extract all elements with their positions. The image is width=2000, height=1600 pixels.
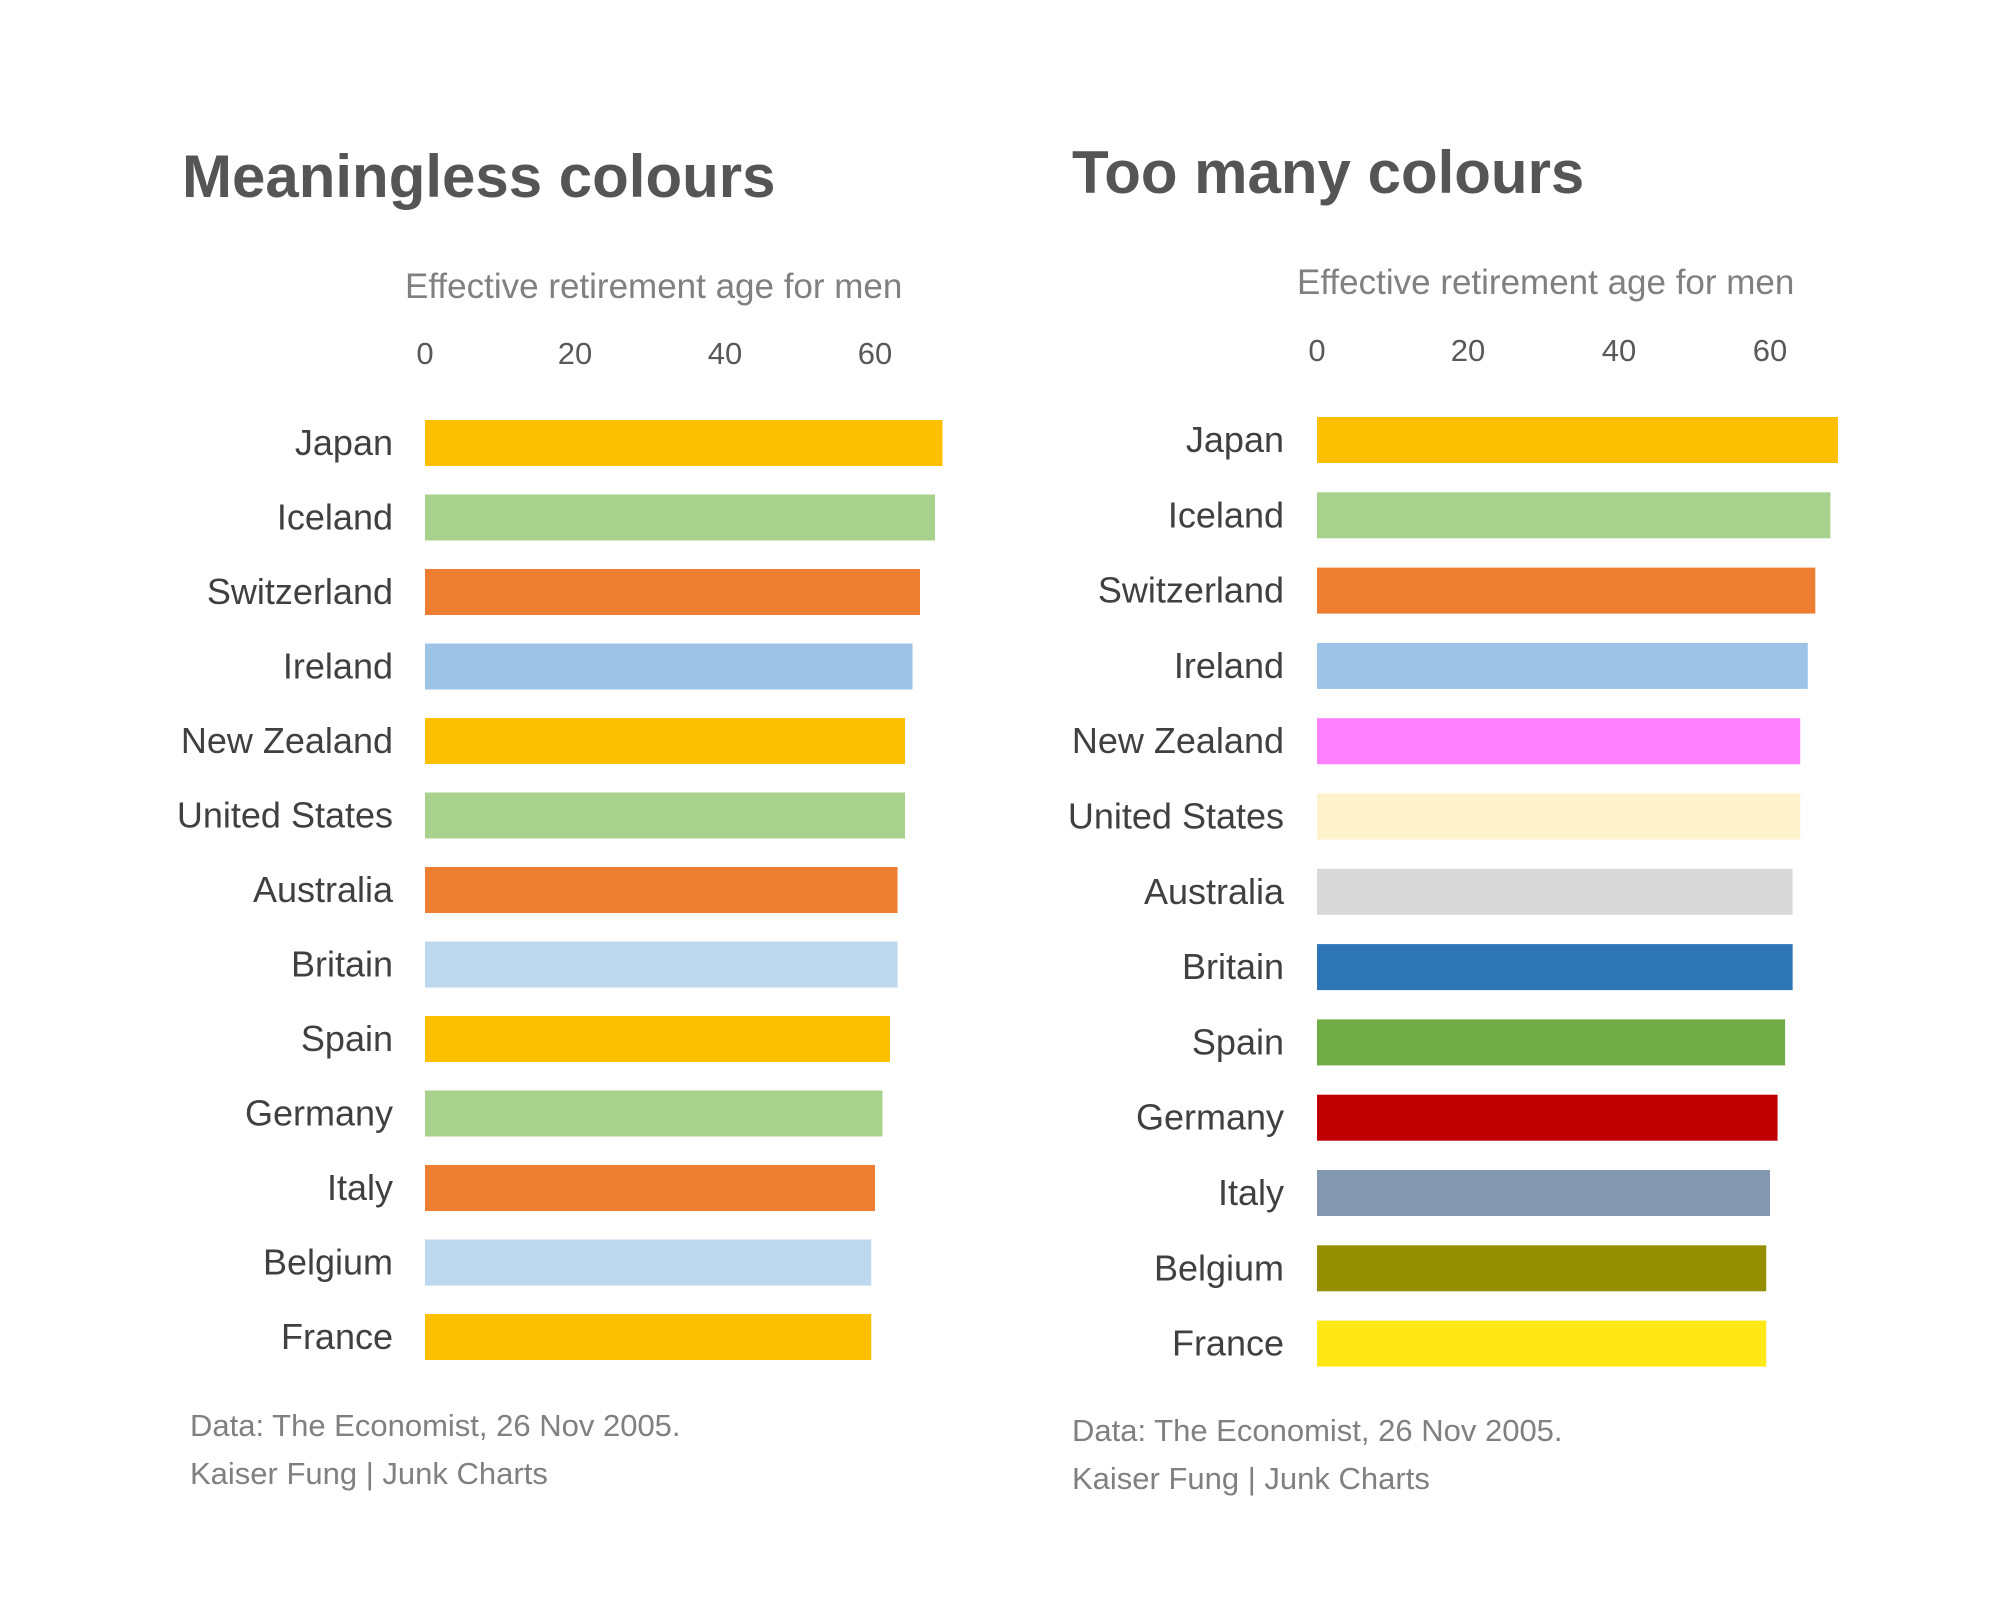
x-tick-label: 40 bbox=[1602, 333, 1636, 368]
bar-chart-meaningless-colours: Effective retirement age for men 0 20 40 60 J… bbox=[177, 267, 943, 1360]
category-label: Iceland bbox=[1168, 494, 1284, 535]
x-tick-label: 0 bbox=[416, 336, 433, 371]
bar-new-zealand bbox=[1317, 718, 1801, 765]
category-label: Japan bbox=[295, 422, 393, 463]
chart-panel-too-many-colours: Too many colours Effective retirement ag… bbox=[1000, 0, 2000, 1600]
x-tick-label: 40 bbox=[708, 336, 742, 371]
category-label: New Zealand bbox=[1072, 720, 1284, 761]
bar-belgium bbox=[1317, 1245, 1767, 1292]
bar-britain bbox=[1317, 944, 1793, 991]
category-label: Switzerland bbox=[1098, 570, 1284, 611]
bar-ireland bbox=[425, 643, 913, 690]
bar-iceland bbox=[1317, 492, 1831, 539]
chart-subtitle: Effective retirement age for men bbox=[405, 267, 902, 306]
category-label: Germany bbox=[245, 1093, 393, 1134]
category-label: Ireland bbox=[283, 646, 393, 687]
bar-japan bbox=[425, 420, 943, 466]
bar-france bbox=[425, 1314, 872, 1360]
category-label: United States bbox=[1068, 796, 1284, 837]
bar-switzerland bbox=[1317, 567, 1816, 614]
category-label: United States bbox=[177, 795, 393, 836]
bar-australia bbox=[1317, 868, 1793, 915]
category-label: France bbox=[1172, 1323, 1284, 1364]
chart-subtitle: Effective retirement age for men bbox=[1297, 263, 1794, 302]
x-tick-label: 60 bbox=[1753, 333, 1787, 368]
bar-japan bbox=[1317, 417, 1838, 463]
x-tick-label: 60 bbox=[858, 336, 892, 371]
category-label: France bbox=[281, 1316, 393, 1357]
category-label: Spain bbox=[1192, 1021, 1284, 1062]
category-label: New Zealand bbox=[181, 720, 393, 761]
chart-title: Meaningless colours bbox=[182, 143, 776, 210]
source-author-line: Kaiser Fung | Junk Charts bbox=[1072, 1461, 1430, 1496]
bar-spain bbox=[425, 1016, 890, 1062]
bar-united-states bbox=[1317, 793, 1801, 840]
bar-switzerland bbox=[425, 569, 920, 615]
bar-britain bbox=[425, 941, 898, 988]
chart-panel-meaningless-colours: Meaningless colours Effective retirement… bbox=[177, 143, 943, 1498]
bar-new-zealand bbox=[425, 718, 905, 764]
bar-germany bbox=[1317, 1094, 1778, 1141]
source-author-line: Kaiser Fung | Junk Charts bbox=[190, 1456, 548, 1491]
source-data-line: Data: The Economist, 26 Nov 2005. bbox=[190, 1408, 681, 1443]
bar-united-states bbox=[425, 792, 905, 839]
category-label: Germany bbox=[1136, 1097, 1284, 1138]
category-label: Britain bbox=[291, 944, 393, 985]
bar-italy bbox=[425, 1165, 875, 1211]
bar-spain bbox=[1317, 1019, 1786, 1066]
chart-title: Too many colours bbox=[1072, 139, 1585, 206]
bar-germany bbox=[425, 1090, 883, 1137]
x-tick-label: 0 bbox=[1308, 333, 1325, 368]
category-label: Italy bbox=[327, 1167, 393, 1208]
category-label: Ireland bbox=[1174, 645, 1284, 686]
category-label: Japan bbox=[1186, 419, 1284, 460]
category-label: Belgium bbox=[263, 1242, 393, 1283]
bar-iceland bbox=[425, 494, 935, 541]
bar-ireland bbox=[1317, 642, 1808, 689]
category-label: Australia bbox=[253, 869, 394, 910]
source-data-line: Data: The Economist, 26 Nov 2005. bbox=[1072, 1413, 1563, 1448]
category-label: Switzerland bbox=[207, 571, 393, 612]
bar-france bbox=[1317, 1320, 1767, 1367]
bar-australia bbox=[425, 867, 898, 913]
category-label: Australia bbox=[1144, 871, 1285, 912]
category-label: Britain bbox=[1182, 946, 1284, 987]
category-label: Iceland bbox=[277, 497, 393, 538]
bar-chart-too-many-colours: Effective retirement age for men 0 20 40 60 J… bbox=[1068, 263, 1838, 1367]
x-tick-label: 20 bbox=[558, 336, 592, 371]
source-note: Data: The Economist, 26 Nov 2005. Kaiser… bbox=[1072, 1407, 1563, 1503]
category-label: Spain bbox=[301, 1018, 393, 1059]
source-note: Data: The Economist, 26 Nov 2005. Kaiser… bbox=[190, 1402, 681, 1498]
category-label: Italy bbox=[1218, 1172, 1284, 1213]
category-label: Belgium bbox=[1154, 1247, 1284, 1288]
bar-italy bbox=[1317, 1170, 1770, 1216]
x-tick-label: 20 bbox=[1451, 333, 1485, 368]
bar-belgium bbox=[425, 1239, 872, 1286]
